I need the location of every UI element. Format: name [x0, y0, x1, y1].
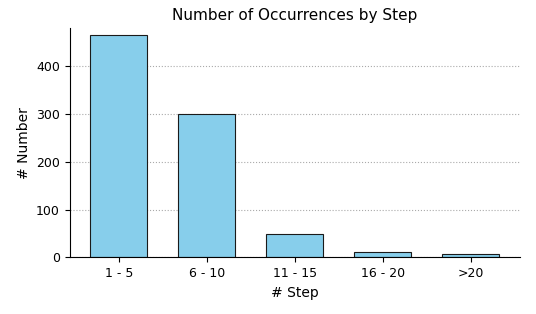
Bar [442, 254, 500, 257]
Bar [90, 35, 147, 257]
Bar [354, 252, 412, 257]
X-axis label: # Step: # Step [271, 286, 319, 300]
Title: Number of Occurrences by Step: Number of Occurrences by Step [172, 8, 418, 23]
Bar [178, 114, 235, 257]
Bar [266, 234, 323, 257]
Y-axis label: # Number: # Number [17, 107, 31, 179]
